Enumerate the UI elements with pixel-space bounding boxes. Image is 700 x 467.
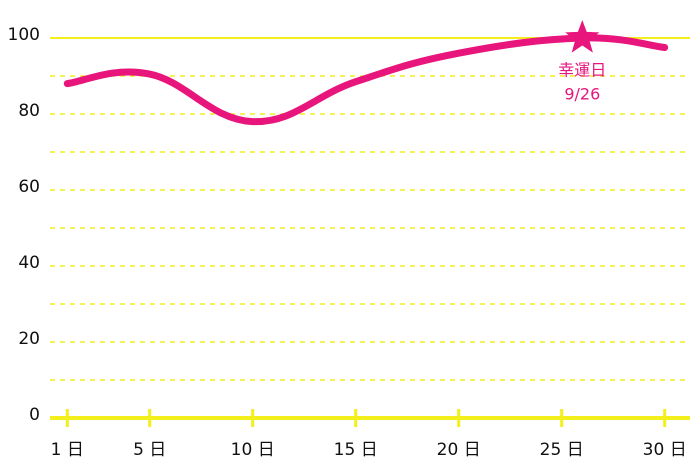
annotation-text: 9/26 bbox=[564, 85, 600, 104]
x-tick-label: 30 日 bbox=[643, 440, 687, 460]
line-series bbox=[63, 34, 669, 126]
y-tick-label: 0 bbox=[29, 405, 40, 425]
x-tick-label: 20 日 bbox=[437, 440, 481, 460]
y-tick-label: 20 bbox=[18, 329, 40, 349]
x-tick-label: 5 日 bbox=[133, 440, 166, 460]
y-tick-label: 100 bbox=[8, 25, 40, 45]
y-tick-label: 80 bbox=[18, 101, 40, 121]
x-tick-label: 15 日 bbox=[334, 440, 378, 460]
annotation-text: 幸運日 bbox=[558, 61, 606, 80]
y-tick-label: 60 bbox=[18, 177, 40, 197]
x-tick-label: 25 日 bbox=[540, 440, 584, 460]
y-tick-label: 40 bbox=[18, 253, 40, 273]
x-tick-label: 10 日 bbox=[231, 440, 275, 460]
x-tick-label: 1 日 bbox=[51, 440, 84, 460]
annotation-star bbox=[565, 20, 600, 53]
